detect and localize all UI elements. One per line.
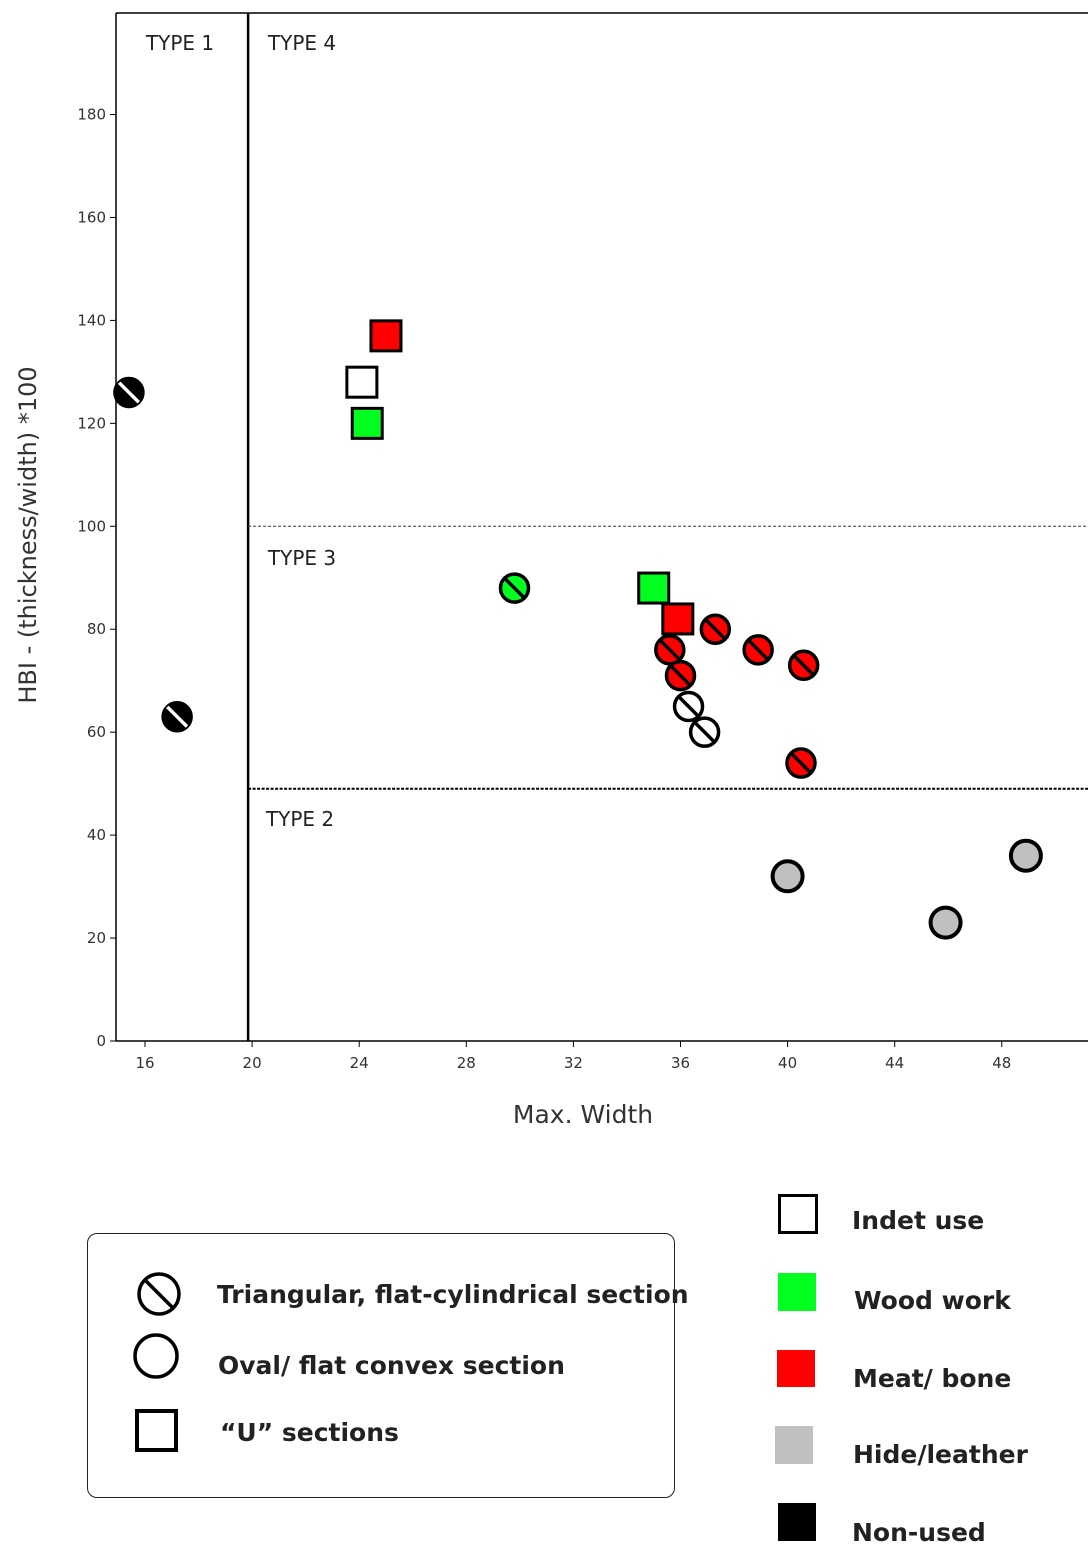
data-point-square (369, 319, 403, 353)
legend-item-wood: Wood work (778, 1268, 1011, 1315)
legend-item-hide: Hide/leather (775, 1420, 1028, 1469)
slashed-circle-icon (137, 1272, 181, 1316)
x-tick-label: 20 (243, 1054, 262, 1072)
data-point-square (350, 406, 384, 440)
hide-swatch (775, 1425, 813, 1464)
data-point-slashed-circle (688, 716, 721, 748)
legend-label-wood: Wood work (854, 1286, 1011, 1315)
legend-item-non-used: Non-used (778, 1496, 986, 1547)
legend-label-oval: Oval/ flat convex section (218, 1350, 565, 1380)
legend-label-hide: Hide/leather (853, 1440, 1028, 1469)
legend-label-meat: Meat/ bone (853, 1364, 1012, 1393)
y-tick-label: 100 (77, 517, 106, 535)
y-tick-label: 140 (77, 311, 106, 329)
data-point-square (661, 602, 695, 636)
wood-swatch (778, 1272, 816, 1311)
legend-item-meat: Meat/ bone (777, 1344, 1011, 1393)
data-point-slashed-circle (498, 572, 531, 604)
y-tick-label: 120 (77, 414, 106, 432)
y-tick-label: 40 (87, 826, 106, 844)
data-point-slashed-circle (787, 649, 820, 682)
shape-legend: Triangular, flat-cylindrical section Ova… (87, 1233, 689, 1498)
data-point-circle (770, 859, 805, 894)
y-tick-label: 160 (77, 208, 106, 226)
region-label: TYPE 3 (267, 546, 336, 570)
non-used-swatch (778, 1502, 816, 1541)
y-tick-label: 60 (87, 723, 106, 741)
data-point-circle (928, 905, 963, 940)
x-tick-label: 40 (778, 1054, 797, 1072)
x-tick-label: 28 (457, 1054, 476, 1072)
legend-item-indet: Indet use (778, 1192, 984, 1235)
x-tick-label: 36 (671, 1054, 690, 1072)
legend-label-u: “U” sections (220, 1417, 399, 1447)
square-icon (135, 1409, 178, 1452)
region-label: TYPE 2 (265, 807, 334, 831)
data-point-slashed-circle (672, 690, 705, 723)
y-tick-label: 20 (87, 929, 106, 947)
data-point-slashed-circle (664, 659, 697, 692)
legend-label-triangular: Triangular, flat-cylindrical section (217, 1279, 689, 1309)
legend-label-non-used: Non-used (852, 1518, 986, 1547)
data-point-square (637, 571, 671, 605)
data-point-slashed-circle (785, 747, 817, 779)
y-tick-label: 0 (96, 1032, 106, 1050)
x-tick-label: 44 (885, 1054, 904, 1072)
region-label: TYPE 1 (145, 31, 214, 55)
data-point-square (345, 365, 379, 399)
x-tick-label: 24 (350, 1054, 369, 1072)
data-point-slashed-circle (742, 634, 774, 666)
data-point-slashed-circle (654, 634, 686, 666)
circle-icon (133, 1333, 179, 1379)
legend-label-indet: Indet use (852, 1206, 985, 1235)
data-point-slashed-circle (699, 613, 732, 645)
meat-swatch (777, 1350, 815, 1387)
legend-item-triangular: Triangular, flat-cylindrical section (133, 1268, 689, 1320)
legend-item-u: “U” sections (134, 1408, 399, 1456)
data-point-slashed-circle (113, 376, 145, 409)
x-tick-label: 16 (135, 1054, 154, 1072)
data-point-circle (1008, 838, 1043, 873)
legend-item-oval: Oval/ flat convex section (130, 1332, 565, 1384)
region-label: TYPE 4 (267, 31, 336, 55)
scatter-chart: 16 20 24 28 32 36 40 44 48 0 20 40 60 80 100 120 140 160 1… (14, 12, 1088, 1129)
x-tick-label: 48 (992, 1054, 1011, 1072)
y-tick-label: 80 (87, 620, 106, 638)
y-tick-label: 180 (77, 106, 106, 124)
data-point-slashed-circle (161, 700, 193, 733)
indet-swatch (778, 1193, 818, 1234)
x-axis-label: Max. Width (513, 1100, 653, 1129)
y-axis-label: HBI - (thickness/width) *100 (14, 366, 42, 703)
x-tick-label: 32 (564, 1054, 583, 1072)
